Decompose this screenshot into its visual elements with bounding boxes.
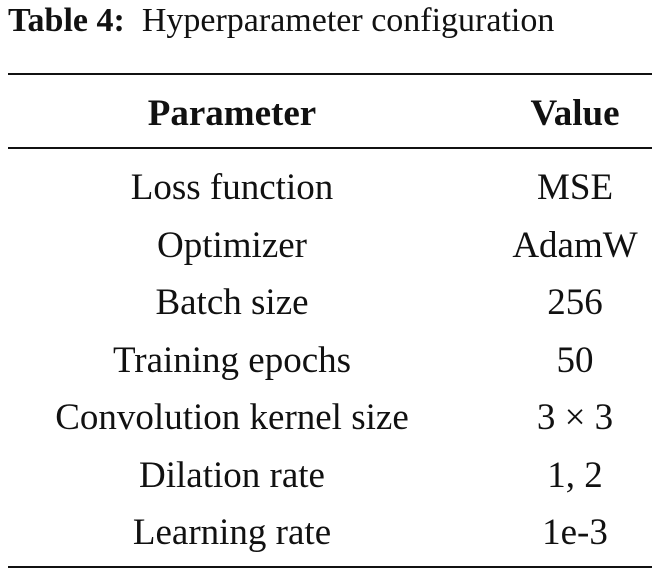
value-cell: 1e-3 [542, 512, 608, 553]
column-header: Value [530, 93, 620, 134]
mid-rule [8, 147, 652, 149]
value-cell: AdamW [512, 224, 638, 266]
value-cell: 256 [547, 282, 603, 323]
table-caption: Table 4: Hyperparameter configuration [8, 0, 554, 42]
bottom-rule [8, 566, 652, 568]
parameter-cell: Training epochs [112, 339, 352, 381]
parameter-cell: Convolution kernel size [55, 397, 409, 438]
parameter-cell: Learning rate [132, 512, 332, 553]
value-cell: 50 [556, 339, 594, 381]
value-cell: 3 × 3 [536, 397, 614, 438]
parameter-cell: Batch size [155, 282, 309, 323]
value-cell: 1, 2 [547, 454, 603, 496]
parameter-cell: Optimizer [156, 224, 308, 266]
value-cell: MSE [536, 167, 614, 208]
parameter-cell: Loss function [130, 167, 334, 208]
column-header: Parameter [147, 93, 317, 134]
parameter-cell: Dilation rate [139, 454, 325, 496]
caption-title: Hyperparameter configuration [141, 2, 555, 39]
caption-label: Table 4: [8, 2, 125, 39]
top-rule [8, 73, 652, 75]
